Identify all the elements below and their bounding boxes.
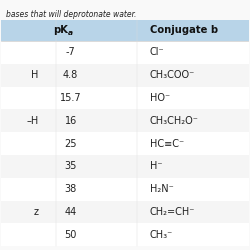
Text: 15.7: 15.7 — [60, 93, 82, 103]
Text: a: a — [68, 30, 73, 36]
Text: 35: 35 — [64, 161, 77, 171]
Text: H: H — [31, 70, 38, 80]
Text: -7: -7 — [66, 47, 76, 57]
Text: HO⁻: HO⁻ — [150, 93, 170, 103]
Text: CH₃⁻: CH₃⁻ — [150, 230, 173, 240]
Text: H⁻: H⁻ — [150, 161, 162, 171]
FancyBboxPatch shape — [2, 223, 248, 246]
FancyBboxPatch shape — [2, 155, 248, 178]
Text: 4.8: 4.8 — [63, 70, 78, 80]
Text: 38: 38 — [64, 184, 77, 194]
FancyBboxPatch shape — [2, 178, 248, 201]
Text: CH₂=CH⁻: CH₂=CH⁻ — [150, 207, 195, 217]
Text: 44: 44 — [64, 207, 77, 217]
Text: Cl⁻: Cl⁻ — [150, 47, 164, 57]
Text: HC≡C⁻: HC≡C⁻ — [150, 138, 184, 148]
FancyBboxPatch shape — [2, 20, 248, 41]
Text: pK: pK — [53, 25, 68, 35]
Text: CH₃COO⁻: CH₃COO⁻ — [150, 70, 195, 80]
Text: 25: 25 — [64, 138, 77, 148]
Text: H₂N⁻: H₂N⁻ — [150, 184, 174, 194]
FancyBboxPatch shape — [2, 64, 248, 86]
Text: CH₃CH₂O⁻: CH₃CH₂O⁻ — [150, 116, 198, 126]
Text: z: z — [34, 207, 38, 217]
FancyBboxPatch shape — [2, 86, 248, 109]
FancyBboxPatch shape — [2, 109, 248, 132]
Text: bases that will deprotonate water.: bases that will deprotonate water. — [6, 10, 137, 19]
FancyBboxPatch shape — [2, 132, 248, 155]
Text: Conjugate b: Conjugate b — [150, 26, 218, 36]
FancyBboxPatch shape — [2, 200, 248, 223]
Text: 50: 50 — [64, 230, 77, 240]
FancyBboxPatch shape — [2, 41, 248, 64]
Text: –H: –H — [26, 116, 38, 126]
Text: 16: 16 — [64, 116, 77, 126]
